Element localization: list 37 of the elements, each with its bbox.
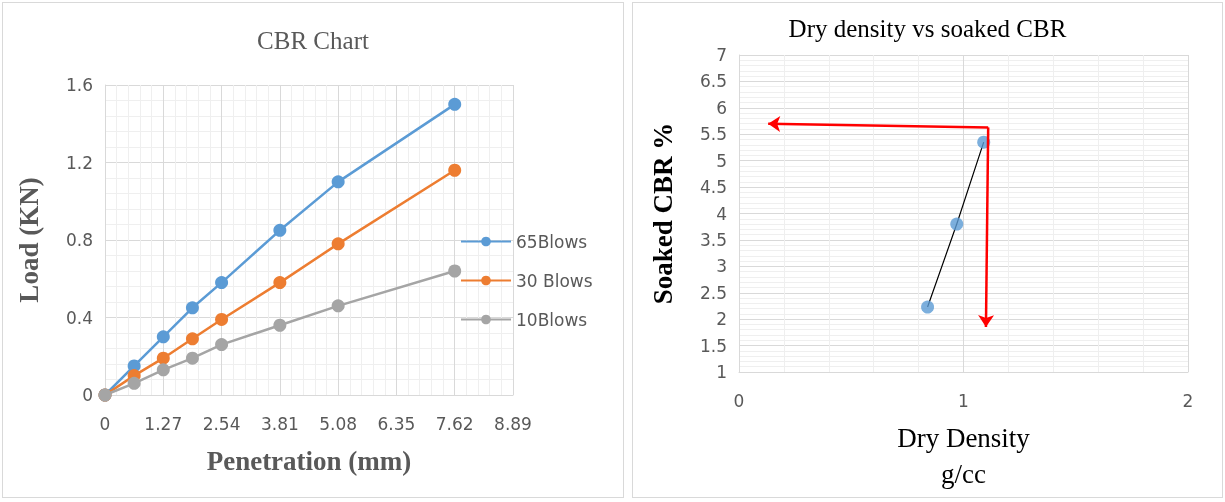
y-tick-label: 1.2 (65, 152, 93, 173)
y-tick-label: 1 (716, 362, 727, 382)
y-axis-title: Load (KN) (14, 177, 44, 303)
y-tick-label: 0.4 (65, 307, 93, 328)
legend-label: 65Blows (516, 231, 588, 252)
x-tick-label: 7.62 (435, 413, 474, 434)
x-tick-label: 6.35 (377, 413, 416, 434)
legend-label: 10Blows (516, 309, 588, 330)
x-tick-label: 5.08 (319, 413, 358, 434)
x-axis-title: Penetration (mm) (206, 446, 412, 476)
x-tick-label: 1 (958, 390, 969, 411)
y-tick-label: 3.5 (699, 229, 727, 250)
chart-title: Dry density vs soaked CBR (788, 15, 1067, 42)
y-tick-label: 1.6 (65, 75, 93, 95)
y-tick-label: 1.5 (699, 335, 727, 356)
x-tick-label: 8.89 (494, 413, 532, 434)
y-tick-label: 5.5 (699, 124, 727, 145)
y-tick-label: 2.5 (699, 282, 727, 303)
x-tick-label: 1.27 (144, 413, 183, 434)
x-tick-label: 3.81 (260, 413, 299, 434)
y-tick-label: 2 (716, 309, 727, 330)
y-tick-label: 4 (716, 203, 727, 224)
y-tick-label: 3 (716, 256, 727, 277)
y-tick-label: 6 (716, 97, 727, 118)
x-axis-title: Dry Density g/cc (897, 423, 1031, 489)
y-tick-label: 0.8 (65, 230, 93, 250)
x-tick-label: 2 (1182, 390, 1194, 411)
y-axis-title: Soaked CBR % (648, 122, 678, 305)
x-tick-label: 0 (99, 413, 111, 434)
legend-label: 30 Blows (516, 270, 593, 291)
x-tick-label: 0 (733, 390, 745, 411)
y-tick-label: 6.5 (699, 71, 727, 92)
chart-title: CBR Chart (257, 27, 369, 54)
y-tick-label: 7 (716, 45, 727, 65)
y-tick-label: 4.5 (699, 177, 727, 198)
y-tick-label: 5 (716, 150, 727, 171)
x-tick-label: 2.54 (202, 413, 241, 434)
